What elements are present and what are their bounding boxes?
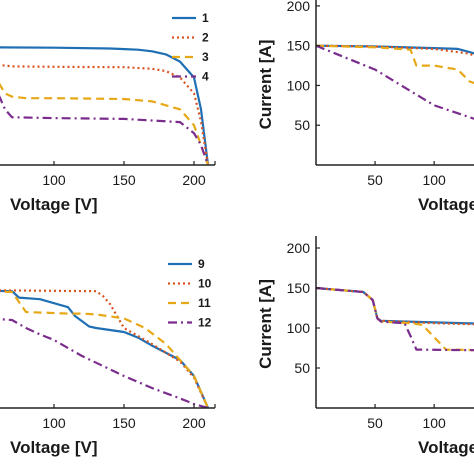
series-line-7 <box>316 44 474 85</box>
legend-entry-1: 1 <box>202 11 209 25</box>
series-group <box>0 289 210 408</box>
x-axis-label: Voltage [V] <box>10 438 98 457</box>
y-tick-label: 50 <box>294 360 310 376</box>
series-line-11 <box>0 290 210 408</box>
x-axis-label: Voltage [V] <box>418 438 474 457</box>
x-tick-label: 200 <box>182 415 206 431</box>
y-tick-label: 50 <box>294 117 310 133</box>
chart-top-right: 5010015050100150200Voltage [V]Current [A… <box>256 0 474 214</box>
x-tick-label: 50 <box>367 415 383 431</box>
y-tick-label: 150 <box>287 38 311 54</box>
series-line-12 <box>0 318 209 408</box>
series-line-4 <box>0 95 210 165</box>
legend-entry-10: 10 <box>198 277 212 291</box>
series-line-16 <box>316 286 474 352</box>
series-line-5 <box>316 44 474 55</box>
series-group <box>0 46 210 165</box>
x-tick-label: 50 <box>367 172 383 188</box>
y-axis-label: Current [A] <box>256 40 275 130</box>
series-line-10 <box>0 289 209 408</box>
chart-bottom-right: 5010015050100150200Voltage [V]Current [A… <box>256 236 474 457</box>
series-line-14 <box>316 286 474 326</box>
legend-entry-3: 3 <box>202 50 209 64</box>
legend-entry-4: 4 <box>202 70 209 84</box>
x-tick-label: 100 <box>422 172 446 188</box>
series-line-9 <box>0 289 210 408</box>
chart-bottom-left: 100 150 200 Voltage [V] 9 10 11 12 <box>0 257 216 457</box>
x-tick-label: 100 <box>42 172 66 188</box>
y-tick-label: 100 <box>287 77 311 93</box>
y-tick-label: 100 <box>287 320 311 336</box>
chart-top-left: 100 150 200 Voltage [V] 1 2 3 4 <box>0 11 216 214</box>
x-tick-label: 100 <box>422 415 446 431</box>
legend-entry-9: 9 <box>198 257 205 271</box>
y-tick-label: 200 <box>287 0 311 14</box>
series-line-2 <box>0 63 210 165</box>
x-tick-label: 100 <box>42 415 66 431</box>
legend-entry-12: 12 <box>198 316 212 330</box>
legend-entry-2: 2 <box>202 31 209 45</box>
series-line-8 <box>316 44 474 120</box>
series-group <box>316 44 474 120</box>
legend: 1 2 3 4 <box>172 11 209 84</box>
legend: 9 10 11 12 <box>168 257 212 330</box>
y-axis-label: Current [A] <box>256 279 275 369</box>
x-axis-label: Voltage [V] <box>418 195 474 214</box>
y-tick-label: 150 <box>287 280 311 296</box>
x-tick-label: 200 <box>182 172 206 188</box>
legend-entry-11: 11 <box>198 296 211 310</box>
series-group <box>316 286 474 352</box>
x-axis-label: Voltage [V] <box>10 195 98 214</box>
series-line-15 <box>316 286 474 352</box>
series-line-3 <box>0 82 210 165</box>
series-line-1 <box>0 46 210 165</box>
y-tick-label: 200 <box>287 240 311 256</box>
series-line-13 <box>316 286 474 325</box>
x-tick-label: 150 <box>112 172 136 188</box>
x-tick-label: 150 <box>112 415 136 431</box>
